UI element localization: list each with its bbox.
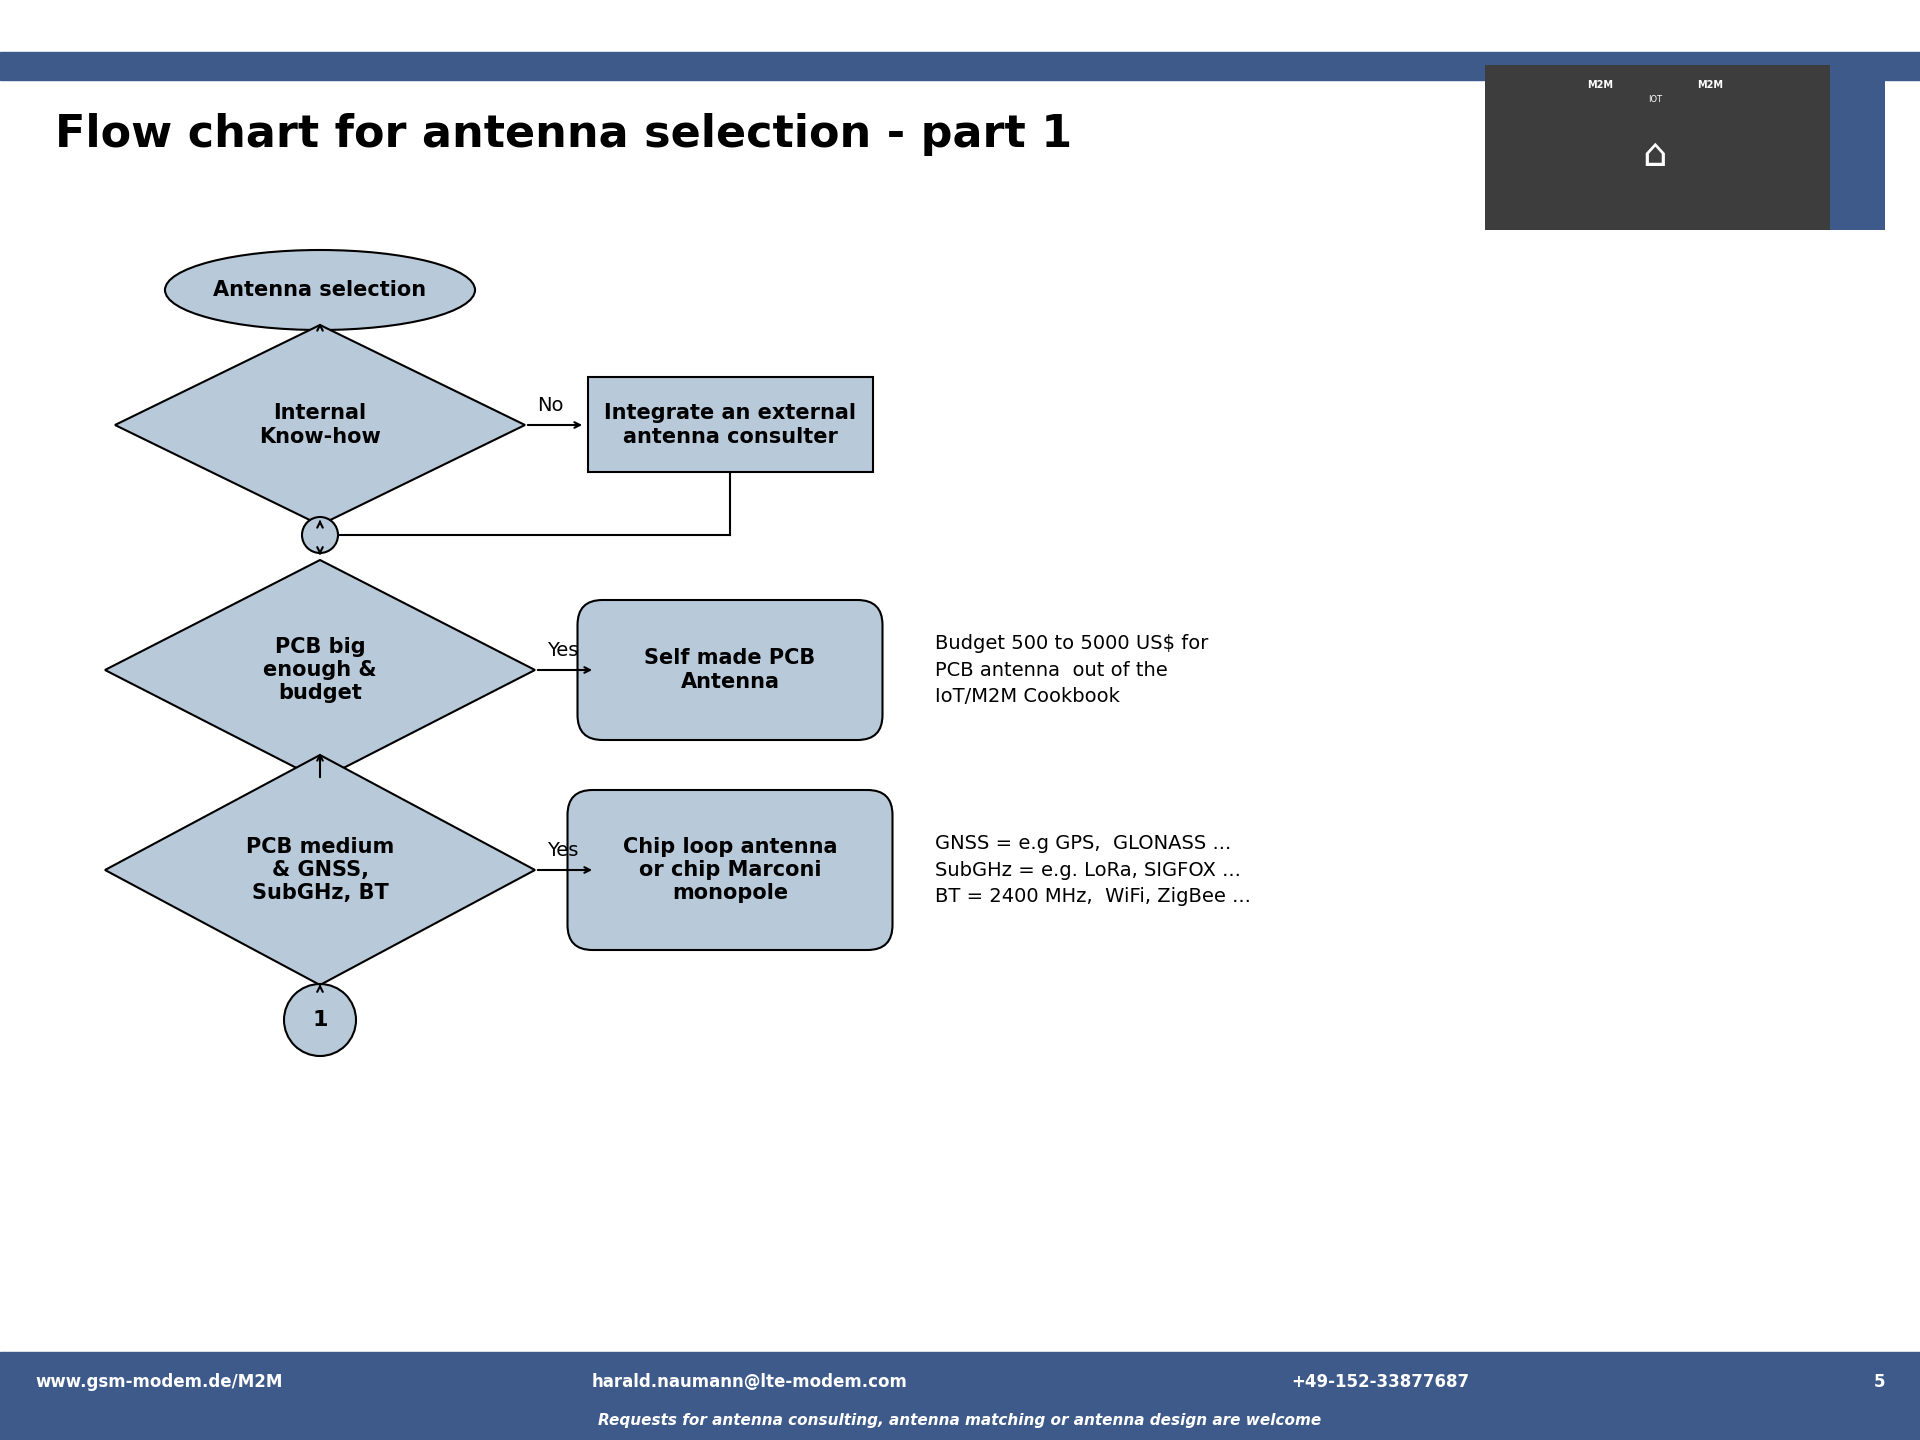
Text: harald.naumann@lte-modem.com: harald.naumann@lte-modem.com bbox=[591, 1372, 908, 1391]
Text: ⌂: ⌂ bbox=[1644, 135, 1667, 174]
FancyBboxPatch shape bbox=[1830, 65, 1885, 230]
Bar bbox=[588, 377, 872, 472]
Text: Yes: Yes bbox=[547, 841, 578, 860]
Text: Internal
Know-how: Internal Know-how bbox=[259, 403, 380, 446]
Text: Budget 500 to 5000 US$ for
PCB antenna  out of the
IoT/M2M Cookbook: Budget 500 to 5000 US$ for PCB antenna o… bbox=[935, 634, 1208, 706]
Text: 5: 5 bbox=[1874, 1372, 1885, 1391]
Text: M2M: M2M bbox=[1588, 81, 1613, 89]
Text: No: No bbox=[538, 396, 563, 415]
Text: PCB medium
& GNSS,
SubGHz, BT: PCB medium & GNSS, SubGHz, BT bbox=[246, 837, 394, 903]
Bar bbox=[0, 52, 1920, 81]
Text: M2M: M2M bbox=[1697, 81, 1722, 89]
Polygon shape bbox=[106, 755, 536, 985]
FancyBboxPatch shape bbox=[1484, 65, 1830, 230]
Text: PCB big
enough &
budget: PCB big enough & budget bbox=[263, 636, 376, 703]
Bar bbox=[0, 1352, 1920, 1440]
Text: www.gsm-modem.de/M2M: www.gsm-modem.de/M2M bbox=[35, 1372, 282, 1391]
Text: Yes: Yes bbox=[547, 641, 578, 660]
Polygon shape bbox=[106, 560, 536, 780]
Text: Integrate an external
antenna consulter: Integrate an external antenna consulter bbox=[605, 403, 856, 446]
Circle shape bbox=[284, 984, 355, 1056]
Text: Flow chart for antenna selection - part 1: Flow chart for antenna selection - part … bbox=[56, 114, 1071, 157]
Text: Requests for antenna consulting, antenna matching or antenna design are welcome: Requests for antenna consulting, antenna… bbox=[599, 1413, 1321, 1427]
Circle shape bbox=[301, 517, 338, 553]
Ellipse shape bbox=[165, 251, 474, 330]
Polygon shape bbox=[115, 325, 524, 526]
Text: 1: 1 bbox=[313, 1009, 328, 1030]
Text: +49-152-33877687: +49-152-33877687 bbox=[1290, 1372, 1469, 1391]
FancyBboxPatch shape bbox=[568, 791, 893, 950]
Text: Antenna selection: Antenna selection bbox=[213, 279, 426, 300]
Text: IOT: IOT bbox=[1647, 95, 1663, 105]
FancyBboxPatch shape bbox=[578, 600, 883, 740]
Text: GNSS = e.g GPS,  GLONASS ...
SubGHz = e.g. LoRa, SIGFOX ...
BT = 2400 MHz,  WiFi: GNSS = e.g GPS, GLONASS ... SubGHz = e.g… bbox=[935, 834, 1250, 906]
Text: Chip loop antenna
or chip Marconi
monopole: Chip loop antenna or chip Marconi monopo… bbox=[622, 837, 837, 903]
Text: Self made PCB
Antenna: Self made PCB Antenna bbox=[645, 648, 816, 691]
